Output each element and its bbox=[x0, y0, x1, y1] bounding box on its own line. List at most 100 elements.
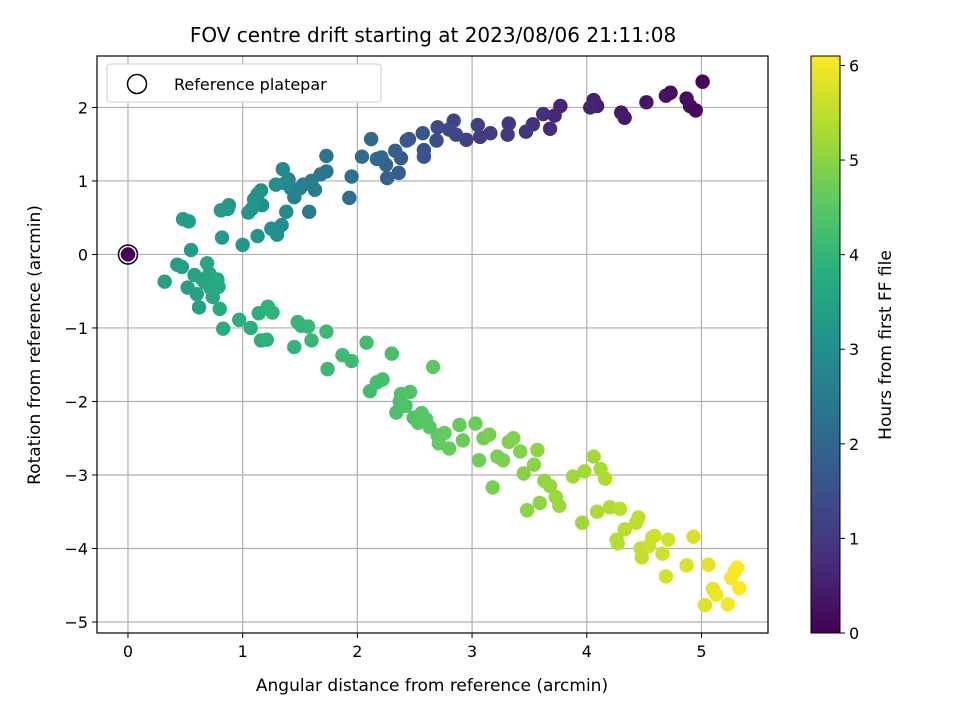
reference-marker bbox=[117, 244, 139, 265]
data-point bbox=[574, 515, 590, 530]
x-axis-ticks: 0 1 2 3 4 5 bbox=[123, 633, 707, 661]
data-point bbox=[259, 332, 274, 347]
colorbar bbox=[810, 55, 841, 634]
data-point bbox=[542, 121, 558, 136]
colorbar-ticks: 0 1 2 3 4 5 6 bbox=[840, 56, 859, 643]
data-point bbox=[279, 204, 294, 220]
y-tick-label: −5 bbox=[64, 613, 88, 632]
x-tick-label: 4 bbox=[582, 642, 592, 661]
data-point bbox=[495, 453, 511, 468]
reference-marker-circle bbox=[117, 244, 139, 265]
data-point bbox=[319, 148, 334, 164]
y-tick-label: 2 bbox=[78, 98, 88, 117]
data-point bbox=[246, 192, 262, 207]
data-point bbox=[506, 431, 521, 446]
data-point bbox=[212, 301, 227, 317]
data-point bbox=[399, 133, 414, 148]
data-point bbox=[697, 597, 713, 613]
data-point bbox=[518, 124, 534, 139]
data-point bbox=[565, 469, 581, 484]
data-point bbox=[183, 242, 199, 258]
data-point bbox=[542, 478, 558, 494]
data-point bbox=[375, 372, 390, 387]
data-point bbox=[631, 510, 646, 525]
data-point bbox=[430, 120, 445, 135]
y-axis-ticks: −5 −4 −3 −2 −1 0 1 2 bbox=[64, 98, 97, 632]
y-tick-label: 0 bbox=[78, 245, 88, 264]
data-point bbox=[369, 151, 385, 167]
data-point bbox=[319, 324, 334, 339]
data-point bbox=[471, 453, 487, 468]
data-point bbox=[232, 312, 247, 328]
data-point bbox=[344, 169, 359, 184]
data-point bbox=[519, 503, 535, 518]
x-tick-label: 1 bbox=[238, 642, 248, 661]
colorbar-label: Hours from first FF file bbox=[876, 250, 896, 440]
colorbar-tick-label: 1 bbox=[849, 529, 859, 548]
data-point bbox=[455, 433, 471, 448]
data-point bbox=[535, 106, 551, 122]
colorbar-tick-label: 4 bbox=[849, 246, 859, 265]
data-point bbox=[583, 100, 598, 115]
data-point bbox=[359, 335, 374, 350]
data-point bbox=[547, 108, 562, 123]
data-point bbox=[388, 143, 403, 159]
data-point bbox=[243, 320, 258, 336]
data-point bbox=[120, 247, 136, 262]
data-point bbox=[612, 501, 628, 516]
data-point bbox=[468, 416, 483, 431]
data-point bbox=[425, 359, 441, 375]
data-point bbox=[589, 504, 605, 519]
data-point bbox=[729, 560, 745, 575]
data-point bbox=[250, 228, 265, 244]
data-point bbox=[416, 149, 432, 164]
x-tick-label: 0 bbox=[123, 642, 133, 661]
data-point bbox=[268, 177, 284, 192]
y-tick-label: −1 bbox=[64, 319, 88, 338]
data-point bbox=[157, 274, 172, 289]
data-point bbox=[597, 471, 613, 486]
y-tick-label: −2 bbox=[64, 392, 88, 411]
data-point bbox=[501, 116, 516, 131]
x-tick-label: 3 bbox=[467, 642, 477, 661]
data-point bbox=[732, 580, 747, 596]
data-point bbox=[679, 91, 694, 106]
data-point bbox=[686, 529, 701, 544]
grid-lines bbox=[97, 56, 768, 633]
data-point bbox=[513, 444, 528, 459]
data-point bbox=[213, 203, 229, 218]
data-point bbox=[613, 105, 629, 120]
data-point bbox=[647, 528, 662, 544]
data-point bbox=[472, 129, 488, 145]
data-point bbox=[661, 532, 676, 547]
y-tick-label: −3 bbox=[64, 466, 88, 485]
colorbar-tick-label: 2 bbox=[849, 435, 859, 454]
data-point bbox=[441, 122, 457, 137]
data-point bbox=[402, 384, 418, 400]
data-point bbox=[241, 205, 256, 220]
data-point bbox=[516, 466, 531, 481]
data-point bbox=[304, 333, 319, 348]
data-point bbox=[300, 319, 316, 334]
data-point bbox=[363, 131, 379, 147]
data-point bbox=[344, 353, 359, 369]
data-point bbox=[320, 361, 335, 377]
data-point bbox=[354, 149, 370, 164]
data-point bbox=[398, 398, 413, 414]
data-point bbox=[391, 165, 406, 181]
data-point bbox=[189, 286, 204, 302]
data-point bbox=[174, 259, 190, 275]
data-point bbox=[175, 211, 191, 227]
colorbar-tick-label: 3 bbox=[849, 340, 859, 359]
legend: Reference platepar bbox=[106, 63, 382, 103]
data-point bbox=[235, 237, 250, 253]
data-point bbox=[214, 230, 230, 245]
data-point bbox=[301, 204, 317, 220]
colorbar-tick-label: 0 bbox=[849, 624, 859, 643]
data-point bbox=[415, 125, 430, 141]
y-axis-label: Rotation from reference (arcmin) bbox=[25, 205, 45, 485]
data-point bbox=[191, 300, 207, 315]
data-point bbox=[287, 339, 302, 355]
colorbar-tick-label: 6 bbox=[849, 56, 859, 75]
